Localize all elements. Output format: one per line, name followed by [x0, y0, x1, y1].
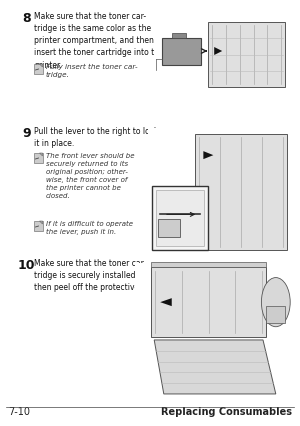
- Bar: [158, 219, 181, 237]
- Bar: [195, 135, 287, 250]
- Text: 7-10: 7-10: [8, 406, 30, 416]
- Bar: [151, 262, 266, 268]
- Bar: [34, 154, 43, 164]
- Text: 8: 8: [22, 12, 31, 25]
- Text: Make sure that the toner car-
tridge is securely installed, and
then peel off th: Make sure that the toner car- tridge is …: [34, 259, 158, 292]
- Bar: [34, 222, 43, 231]
- Bar: [208, 23, 285, 88]
- Polygon shape: [154, 340, 276, 394]
- Bar: [266, 306, 285, 323]
- Text: If it is difficult to operate
the lever, push it in.: If it is difficult to operate the lever,…: [46, 221, 133, 235]
- Polygon shape: [214, 48, 222, 56]
- Text: The front lever should be
securely returned to its
original position; other-
wis: The front lever should be securely retur…: [46, 153, 134, 199]
- Polygon shape: [40, 65, 43, 68]
- Text: 9: 9: [22, 127, 31, 140]
- Polygon shape: [40, 222, 43, 225]
- Bar: [172, 34, 185, 38]
- Polygon shape: [203, 152, 213, 160]
- Text: Replacing Consumables: Replacing Consumables: [161, 406, 292, 416]
- Polygon shape: [160, 299, 172, 306]
- Bar: [152, 186, 208, 250]
- Polygon shape: [40, 154, 43, 157]
- Bar: [156, 190, 204, 246]
- Text: Make sure that the toner car-
tridge is the same color as the
printer compartmen: Make sure that the toner car- tridge is …: [34, 12, 164, 69]
- Bar: [162, 38, 201, 65]
- Text: 10: 10: [18, 259, 35, 271]
- Bar: [148, 129, 296, 256]
- Bar: [135, 263, 295, 398]
- Bar: [151, 268, 266, 337]
- Bar: [34, 65, 43, 75]
- Text: Fully insert the toner car-
tridge.: Fully insert the toner car- tridge.: [46, 64, 138, 78]
- Bar: [155, 7, 295, 97]
- Ellipse shape: [261, 278, 290, 327]
- Text: Pull the lever to the right to lock
it in place.: Pull the lever to the right to lock it i…: [34, 127, 158, 148]
